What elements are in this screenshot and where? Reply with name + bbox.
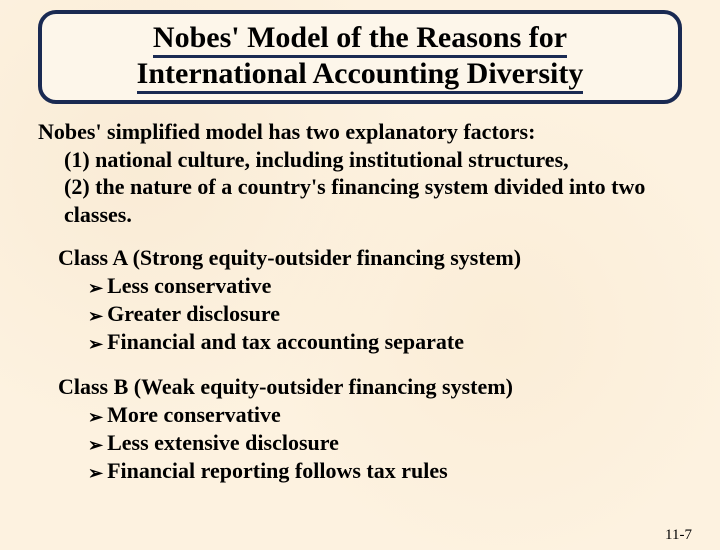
bullet-icon: ➢ — [88, 408, 103, 426]
list-item-text: Financial reporting follows tax rules — [107, 457, 448, 485]
list-item-text: Less conservative — [107, 272, 271, 300]
bullet-icon: ➢ — [88, 335, 103, 353]
title-line-1: Nobes' Model of the Reasons for — [62, 20, 658, 56]
bullet-icon: ➢ — [88, 464, 103, 482]
list-item-text: Less extensive disclosure — [107, 429, 339, 457]
intro-factors: (1) national culture, including institut… — [38, 146, 682, 229]
title-box: Nobes' Model of the Reasons for Internat… — [38, 10, 682, 104]
class-a-block: Class A (Strong equity-outsider financin… — [58, 244, 682, 357]
class-b-block: Class B (Weak equity-outsider financing … — [58, 373, 682, 486]
list-item: ➢ Less extensive disclosure — [88, 429, 682, 457]
bullet-icon: ➢ — [88, 436, 103, 454]
list-item-text: Greater disclosure — [107, 300, 280, 328]
title-text-2: International Accounting Diversity — [137, 57, 584, 94]
title-text-1: Nobes' Model of the Reasons for — [153, 21, 567, 58]
class-a-bullets: ➢ Less conservative ➢ Greater disclosure… — [58, 272, 682, 356]
class-b-bullets: ➢ More conservative ➢ Less extensive dis… — [58, 401, 682, 485]
list-item-text: Financial and tax accounting separate — [107, 328, 464, 356]
intro-block: Nobes' simplified model has two explanat… — [38, 118, 682, 228]
list-item: ➢ Financial and tax accounting separate — [88, 328, 682, 356]
factor-1: (1) national culture, including institut… — [64, 146, 682, 174]
title-line-2: International Accounting Diversity — [62, 56, 658, 92]
bullet-icon: ➢ — [88, 307, 103, 325]
slide-number: 11-7 — [665, 527, 692, 544]
intro-lead: Nobes' simplified model has two explanat… — [38, 118, 682, 146]
class-b-heading: Class B (Weak equity-outsider financing … — [58, 373, 682, 401]
list-item: ➢ More conservative — [88, 401, 682, 429]
list-item-text: More conservative — [107, 401, 281, 429]
list-item: ➢ Less conservative — [88, 272, 682, 300]
bullet-icon: ➢ — [88, 279, 103, 297]
list-item: ➢ Greater disclosure — [88, 300, 682, 328]
list-item: ➢ Financial reporting follows tax rules — [88, 457, 682, 485]
class-a-heading: Class A (Strong equity-outsider financin… — [58, 244, 682, 272]
factor-2: (2) the nature of a country's financing … — [64, 173, 682, 228]
